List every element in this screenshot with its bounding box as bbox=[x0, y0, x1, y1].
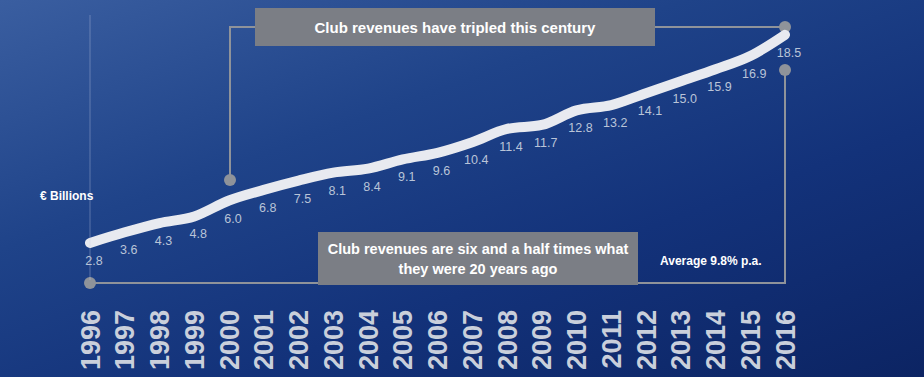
svg-text:3.6: 3.6 bbox=[120, 243, 137, 257]
svg-text:1997: 1997 bbox=[110, 310, 140, 370]
svg-text:2002: 2002 bbox=[284, 310, 314, 370]
svg-text:2015: 2015 bbox=[736, 310, 766, 370]
svg-text:8.1: 8.1 bbox=[329, 184, 346, 198]
svg-text:2012: 2012 bbox=[632, 310, 662, 370]
svg-text:7.5: 7.5 bbox=[294, 192, 311, 206]
svg-text:9.1: 9.1 bbox=[398, 170, 415, 184]
svg-text:6.0: 6.0 bbox=[224, 212, 241, 226]
svg-text:1996: 1996 bbox=[76, 310, 106, 370]
svg-text:2007: 2007 bbox=[458, 310, 488, 370]
html-text:Average 9.8% p.a.: Average 9.8% p.a. bbox=[660, 254, 762, 268]
svg-text:16.9: 16.9 bbox=[742, 67, 766, 81]
html-text:€ Billions: € Billions bbox=[40, 189, 94, 203]
svg-text:6.8: 6.8 bbox=[259, 201, 276, 215]
svg-text:11.4: 11.4 bbox=[499, 140, 522, 154]
svg-text:1999: 1999 bbox=[180, 310, 210, 370]
svg-text:2014: 2014 bbox=[701, 310, 731, 370]
svg-text:2001: 2001 bbox=[249, 310, 279, 370]
svg-text:15.9: 15.9 bbox=[707, 80, 731, 94]
html-text:Club revenues have tripled thi: Club revenues have tripled this century bbox=[314, 18, 596, 36]
svg-text:2008: 2008 bbox=[493, 310, 523, 370]
svg-text:2016: 2016 bbox=[771, 310, 801, 370]
svg-text:2010: 2010 bbox=[562, 310, 592, 370]
svg-text:2003: 2003 bbox=[319, 310, 349, 370]
svg-text:2000: 2000 bbox=[215, 310, 245, 370]
svg-text:14.1: 14.1 bbox=[638, 104, 662, 118]
svg-text:2013: 2013 bbox=[666, 310, 696, 370]
svg-text:4.3: 4.3 bbox=[155, 234, 172, 248]
svg-text:2006: 2006 bbox=[423, 310, 453, 370]
svg-text:2011: 2011 bbox=[597, 310, 627, 369]
svg-text:2.8: 2.8 bbox=[85, 254, 102, 268]
svg-text:8.4: 8.4 bbox=[363, 180, 380, 194]
html-text:Club revenues are six and a ha: Club revenues are six and a half times w… bbox=[327, 240, 629, 277]
svg-text:18.5: 18.5 bbox=[777, 46, 801, 60]
svg-text:1998: 1998 bbox=[145, 310, 175, 370]
svg-text:13.2: 13.2 bbox=[603, 116, 627, 130]
svg-text:10.4: 10.4 bbox=[464, 153, 488, 167]
svg-text:2004: 2004 bbox=[354, 310, 384, 370]
svg-text:12.8: 12.8 bbox=[568, 121, 592, 135]
svg-text:9.6: 9.6 bbox=[433, 164, 450, 178]
svg-text:2005: 2005 bbox=[388, 310, 418, 370]
svg-text:2009: 2009 bbox=[527, 310, 557, 370]
svg-text:11.7: 11.7 bbox=[534, 136, 557, 150]
svg-text:15.0: 15.0 bbox=[673, 92, 697, 106]
svg-text:4.8: 4.8 bbox=[190, 227, 207, 241]
